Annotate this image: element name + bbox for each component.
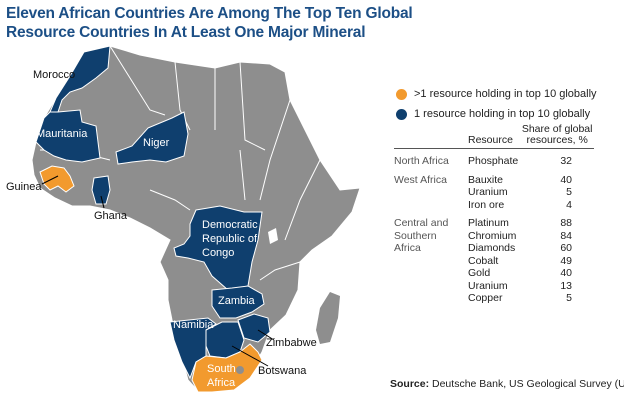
region-north-africa: North Africa [394, 155, 449, 167]
table-row: Iron ore 4 [394, 199, 594, 212]
legend-label-multi: >1 resource holding in top 10 globally [414, 88, 597, 100]
table-row: North Africa Phosphate 32 [394, 155, 594, 168]
label-south-africa-line-1: South [207, 363, 236, 375]
chart-title: Eleven African Countries Are Among The T… [6, 4, 413, 42]
resource-cell: Phosphate [468, 155, 519, 167]
niger-region [115, 111, 189, 165]
resource-cell: Gold [468, 267, 491, 279]
label-zambia: Zambia [218, 295, 256, 307]
resource-table: Resource Share of global resources, % No… [394, 124, 594, 305]
resource-cell: Cobalt [468, 254, 499, 267]
table-header-row: Resource Share of global resources, % [394, 124, 594, 149]
title-line-2: Resource Countries In At Least One Major… [6, 24, 366, 41]
lake-victoria [268, 228, 278, 244]
share-cell: 40 [560, 173, 572, 186]
header-share-line-1: Share of global [521, 123, 593, 135]
share-cell: 88 [560, 217, 572, 229]
label-drc: Democratic Republic of Congo [202, 219, 258, 259]
region-central-southern-africa: Central and Southern Africa [394, 217, 449, 254]
table-row: Uranium 13 [394, 280, 594, 293]
table-row: Central and Southern Africa Platinum 88 [394, 217, 594, 254]
resource-cell: Bauxite [468, 173, 504, 186]
label-mauritania: Mauritania [36, 128, 88, 140]
label-drc-line-2: Republic of [202, 233, 258, 245]
legend-label-single: 1 resource holding in top 10 globally [414, 108, 591, 120]
label-drc-line-1: Democratic [202, 219, 258, 231]
resource-cell: Platinum [468, 217, 509, 229]
guinea-region [39, 165, 75, 193]
resource-cell: Chromium [468, 229, 517, 242]
header-resource: Resource [468, 124, 521, 149]
label-niger: Niger [143, 137, 170, 149]
label-namibia: Namibia [173, 319, 214, 331]
table-row: West Africa Bauxite 40 [394, 174, 594, 187]
lesotho [236, 366, 244, 374]
label-guinea: Guinea [6, 181, 42, 193]
resource-cell: Iron ore [468, 198, 505, 211]
morocco-region [49, 45, 111, 113]
label-botswana: Botswana [258, 365, 307, 377]
legend-item-single: 1 resource holding in top 10 globally [396, 104, 597, 124]
share-cell: 4 [566, 198, 572, 211]
label-south-africa: South Africa [207, 363, 236, 389]
source-text: Deutsche Bank, US Geological Survey (USG… [432, 378, 624, 390]
share-cell: 40 [560, 267, 572, 279]
table-row: Cobalt 49 [394, 255, 594, 268]
resource-cell: Uranium [468, 186, 508, 198]
label-drc-line-3: Congo [202, 247, 234, 259]
region-west-africa: West Africa [394, 173, 447, 186]
source-note: Source: Deutsche Bank, US Geological Sur… [390, 378, 624, 390]
ghana-region [91, 175, 111, 205]
share-cell: 60 [560, 242, 572, 254]
title-line-1: Eleven African Countries Are Among The T… [6, 5, 413, 22]
mauritania-region [35, 109, 101, 163]
share-cell: 32 [560, 155, 572, 167]
share-cell: 49 [560, 254, 572, 267]
legend-item-multi: >1 resource holding in top 10 globally [396, 84, 597, 104]
label-zimbabwe: Zimbabwe [266, 337, 317, 349]
table-row: Copper 5 [394, 292, 594, 305]
share-cell: 13 [560, 279, 572, 292]
header-share-line-2: resources, % [526, 134, 588, 146]
share-cell: 5 [566, 186, 572, 198]
label-ghana: Ghana [94, 210, 128, 222]
label-south-africa-line-2: Africa [207, 377, 236, 389]
table-row: Uranium 5 [394, 186, 594, 199]
legend: >1 resource holding in top 10 globally 1… [396, 84, 597, 124]
table-row: Chromium 84 [394, 230, 594, 243]
source-label: Source: [390, 378, 430, 390]
resource-cell: Diamonds [468, 242, 516, 254]
orange-dot-icon [396, 88, 407, 100]
south-africa-region [191, 343, 263, 393]
madagascar [316, 292, 340, 344]
navy-dot-icon [396, 108, 407, 120]
africa-map: Morocco Mauritania Niger Guinea Ghana De… [6, 45, 361, 394]
header-region [394, 124, 468, 149]
zimbabwe-region [237, 313, 271, 343]
table-row: Gold 40 [394, 267, 594, 280]
header-share: Share of global resources, % [520, 124, 594, 149]
resource-cell: Copper [468, 292, 503, 304]
share-cell: 5 [566, 292, 572, 304]
label-morocco: Morocco [33, 69, 75, 81]
table-row: Diamonds 60 [394, 242, 594, 255]
drc-region [173, 205, 263, 291]
label-leader-lines [41, 175, 275, 367]
share-cell: 84 [560, 229, 572, 242]
resource-cell: Uranium [468, 279, 508, 292]
zambia-region [211, 285, 265, 319]
